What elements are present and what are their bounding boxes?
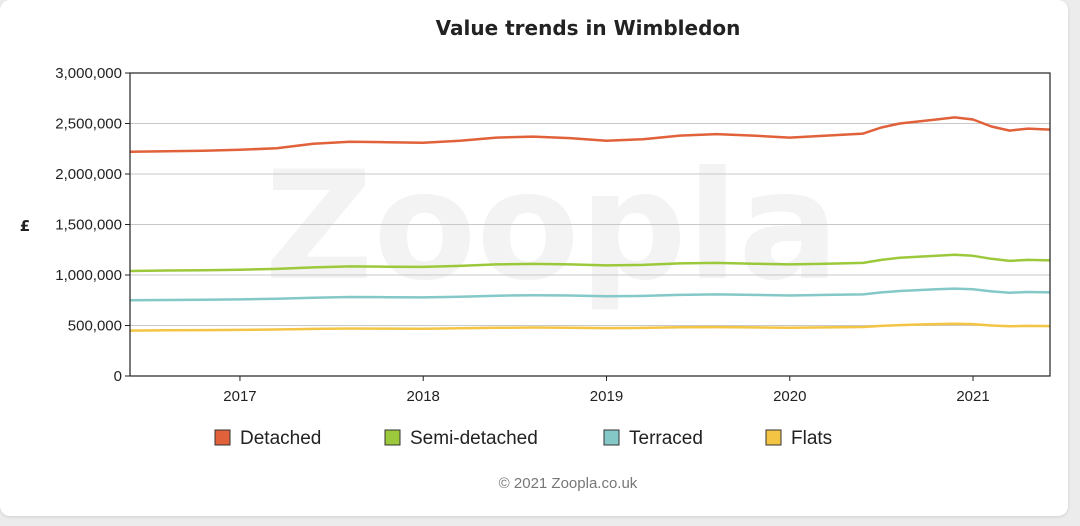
legend-swatch xyxy=(384,429,401,446)
y-tick-label: 1,500,000 xyxy=(55,217,122,234)
legend: Detached Semi-detached Terraced Flats xyxy=(214,428,832,449)
legend-label: Flats xyxy=(791,428,832,449)
legend-swatch xyxy=(214,429,231,446)
x-tick-label: 2020 xyxy=(773,388,806,405)
y-tick-label: 1,000,000 xyxy=(55,267,122,284)
x-tick-label: 2018 xyxy=(407,388,440,405)
copyright-credit: © 2021 Zoopla.co.uk xyxy=(499,475,638,492)
y-axis: 0 500,000 1,000,000 1,500,000 2,000,000 2,500… xyxy=(55,65,130,385)
series-line-flats xyxy=(129,322,1051,332)
chart-card: Zoopla Value trends in Wimbledon 0 500,00… xyxy=(0,0,1068,516)
legend-item-terraced: Terraced xyxy=(603,428,703,449)
y-axis-label: £ xyxy=(20,217,30,235)
y-tick-label: 2,500,000 xyxy=(55,116,122,133)
x-axis: 2017 2018 2019 2020 2021 xyxy=(223,376,990,405)
y-tick-label: 500,000 xyxy=(68,318,122,335)
chart-title: Value trends in Wimbledon xyxy=(436,16,741,40)
legend-item-semi-detached: Semi-detached xyxy=(384,428,538,449)
y-tick-label: 3,000,000 xyxy=(55,65,122,82)
legend-item-flats: Flats xyxy=(765,428,832,449)
series-line-terraced xyxy=(129,287,1051,302)
legend-label: Terraced xyxy=(629,428,703,449)
zoopla-watermark: Zoopla xyxy=(265,140,840,314)
y-tick-label: 0 xyxy=(114,368,122,385)
x-tick-label: 2017 xyxy=(223,388,256,405)
legend-swatch xyxy=(765,429,782,446)
series-line-semi-detached xyxy=(129,253,1051,273)
series-lines xyxy=(129,116,1051,332)
x-tick-label: 2021 xyxy=(956,388,989,405)
legend-item-detached: Detached xyxy=(214,428,321,449)
legend-label: Semi-detached xyxy=(410,428,538,449)
series-line-detached xyxy=(129,116,1051,154)
legend-swatch xyxy=(603,429,620,446)
y-tick-label: 2,000,000 xyxy=(55,166,122,183)
x-tick-label: 2019 xyxy=(590,388,623,405)
legend-label: Detached xyxy=(240,428,321,449)
